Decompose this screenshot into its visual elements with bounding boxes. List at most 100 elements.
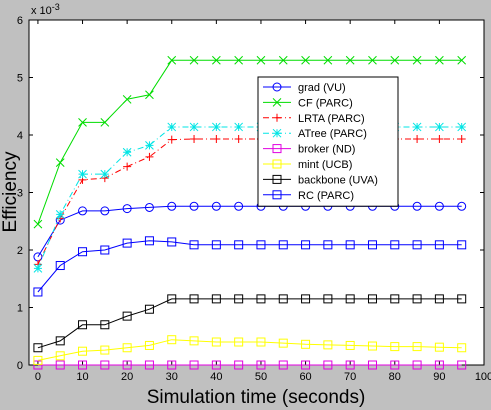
x-tick-label: 40: [210, 371, 222, 383]
data-point: [212, 135, 221, 144]
data-point: [33, 355, 43, 365]
data-point: [390, 360, 400, 370]
y-tick-label: 1: [17, 303, 23, 315]
data-point: [345, 294, 355, 304]
data-point: [145, 152, 154, 161]
data-point: [144, 340, 154, 350]
data-point: [301, 339, 311, 349]
data-point: [234, 240, 244, 250]
data-point: [390, 342, 400, 352]
y-tick-label: 6: [17, 15, 23, 27]
data-point: [144, 236, 154, 246]
data-point: [412, 201, 422, 211]
legend-label: ATree (PARC): [298, 128, 367, 140]
data-point: [234, 201, 244, 211]
y-tick-label: 2: [17, 245, 23, 257]
y-exponent-label: x 10-3: [31, 2, 60, 17]
data-point: [434, 201, 444, 211]
data-point: [435, 135, 444, 144]
data-point: [211, 240, 221, 250]
data-point: [167, 122, 177, 132]
data-point: [434, 360, 444, 370]
y-tick-label: 4: [17, 130, 23, 142]
data-point: [122, 360, 132, 370]
legend-item: ATree (PARC): [263, 128, 367, 140]
data-point: [457, 55, 467, 65]
data-point: [278, 294, 288, 304]
data-point: [323, 360, 333, 370]
data-point: [390, 55, 400, 65]
data-point: [367, 341, 377, 351]
series-cf-parc: [33, 55, 467, 229]
data-point: [457, 294, 467, 304]
data-point: [234, 360, 244, 370]
data-point: [234, 135, 243, 144]
legend-marker: [272, 174, 282, 184]
legend-item: grad (VU): [263, 82, 346, 94]
data-point: [189, 240, 199, 250]
series-rc-parc: [33, 236, 467, 297]
data-point: [457, 135, 466, 144]
data-point: [278, 240, 288, 250]
legend-marker: [273, 113, 281, 122]
data-point: [390, 240, 400, 250]
data-point: [189, 336, 199, 346]
data-point: [301, 294, 311, 304]
legend-label: LRTA (PARC): [298, 113, 365, 125]
data-point: [435, 122, 444, 132]
y-axis-ticks: 0 1 2 3 4 5 6: [17, 15, 484, 372]
data-point: [78, 360, 88, 370]
data-point: [33, 360, 43, 370]
data-point: [144, 360, 154, 370]
data-point: [122, 343, 132, 353]
data-point: [33, 264, 43, 273]
legend-item: CF (PARC): [263, 97, 353, 109]
legend-label: backbone (UVA): [298, 174, 378, 186]
x-tick-label: 10: [76, 371, 88, 383]
data-point: [55, 261, 65, 271]
data-point: [256, 294, 266, 304]
data-point: [189, 201, 199, 211]
data-point: [78, 346, 88, 356]
data-point: [367, 360, 377, 370]
data-point: [434, 342, 444, 352]
data-point: [167, 360, 177, 370]
data-point: [78, 320, 88, 330]
legend-label: mint (UCB): [298, 159, 352, 171]
data-point: [434, 294, 444, 304]
data-point: [211, 360, 221, 370]
legend-item: backbone (UVA): [263, 174, 378, 186]
data-point: [457, 240, 467, 250]
data-point: [189, 294, 199, 304]
legend-item: RC (PARC): [263, 190, 354, 202]
data-point: [55, 360, 65, 370]
data-point: [167, 55, 177, 65]
data-point: [278, 338, 288, 348]
data-point: [189, 360, 199, 370]
data-point: [167, 294, 177, 304]
x-tick-label: 50: [255, 371, 267, 383]
y-exponent-base: x 10: [31, 5, 52, 17]
data-point: [256, 337, 266, 347]
data-point: [211, 201, 221, 211]
data-point: [78, 117, 87, 127]
data-point: [122, 147, 132, 157]
series-mint-ucb: [33, 335, 467, 365]
data-point: [234, 122, 244, 132]
data-point: [323, 55, 333, 65]
data-point: [55, 351, 65, 361]
x-tick-label: 100: [475, 371, 491, 383]
data-point: [144, 304, 154, 314]
data-point: [145, 90, 154, 100]
data-point: [100, 206, 110, 216]
data-point: [189, 55, 199, 65]
y-tick-label: 0: [17, 360, 23, 372]
data-point: [100, 345, 110, 355]
data-point: [367, 240, 377, 250]
data-point: [211, 294, 221, 304]
data-point: [412, 360, 422, 370]
data-point: [390, 294, 400, 304]
legend-label: grad (VU): [298, 82, 346, 94]
legend: grad (VU) CF (PARC) LRTA (PARC) ATree (PARC…: [257, 76, 399, 207]
